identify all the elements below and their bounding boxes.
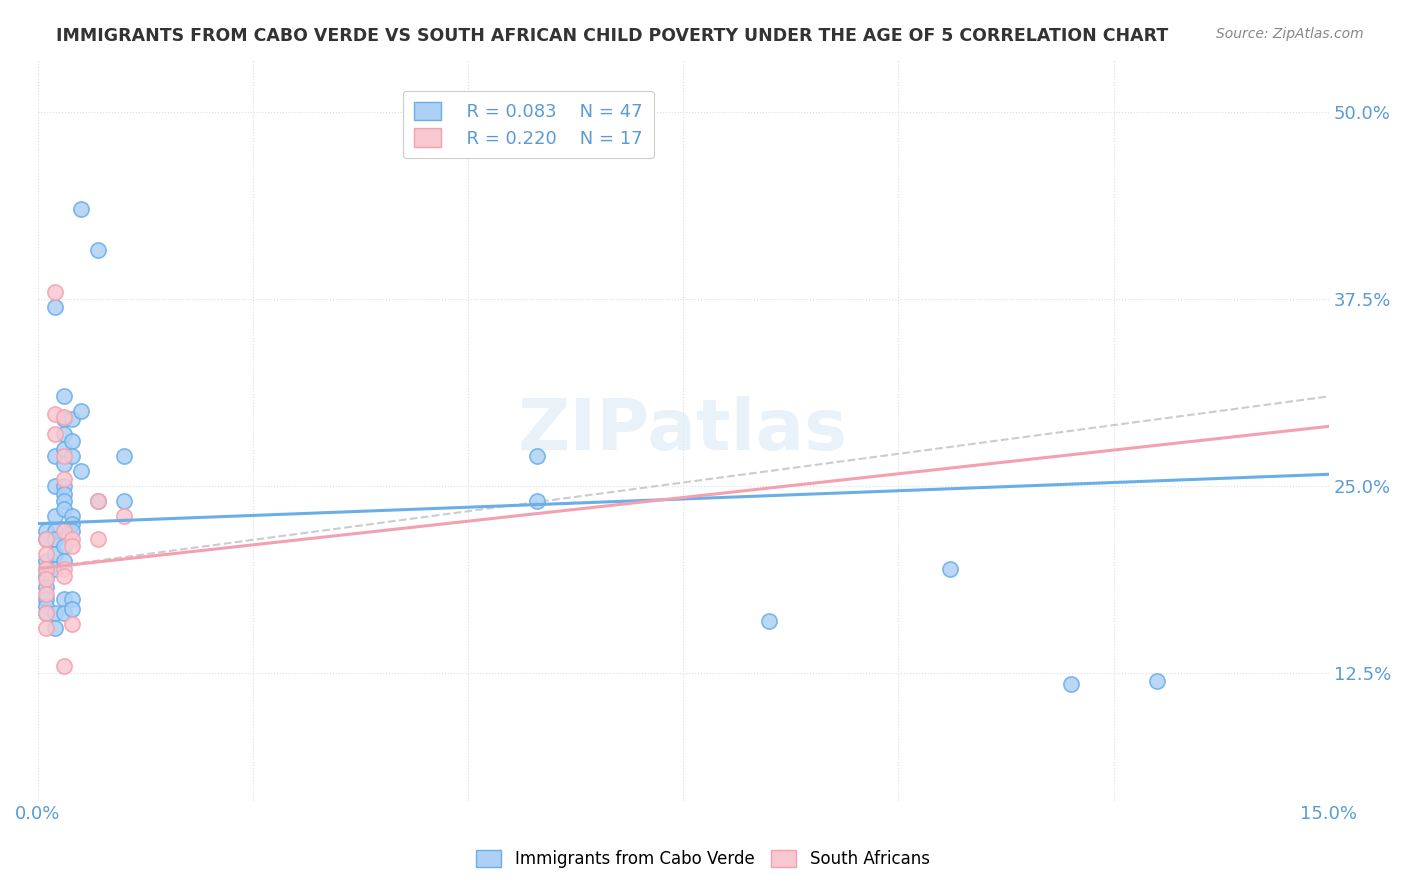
Point [35, 572, 58, 586]
Point [1146, 673, 1168, 688]
Point [52, 410, 75, 425]
Point [52, 539, 75, 553]
Point [52, 479, 75, 493]
Point [52, 472, 75, 486]
Point [52, 607, 75, 621]
Point [52, 442, 75, 456]
Point [60, 516, 83, 531]
Point [44, 532, 66, 546]
Point [60, 591, 83, 606]
Point [1059, 677, 1081, 691]
Point [35, 599, 58, 613]
Point [35, 532, 58, 546]
Point [35, 622, 58, 636]
Point [35, 569, 58, 583]
Point [52, 450, 75, 464]
Point [52, 501, 75, 516]
Text: IMMIGRANTS FROM CABO VERDE VS SOUTH AFRICAN CHILD POVERTY UNDER THE AGE OF 5 COR: IMMIGRANTS FROM CABO VERDE VS SOUTH AFRI… [56, 27, 1168, 45]
Point [112, 494, 135, 508]
Point [526, 494, 548, 508]
Point [35, 561, 58, 575]
Point [60, 524, 83, 538]
Point [52, 426, 75, 441]
Point [35, 554, 58, 568]
Text: ZIPatlas: ZIPatlas [519, 396, 848, 465]
Point [52, 591, 75, 606]
Point [60, 532, 83, 546]
Point [52, 561, 75, 575]
Point [69, 464, 91, 478]
Point [69, 404, 91, 418]
Point [44, 285, 66, 299]
Point [52, 389, 75, 403]
Legend: Immigrants from Cabo Verde, South Africans: Immigrants from Cabo Verde, South Africa… [470, 843, 936, 875]
Point [87, 532, 110, 546]
Point [112, 509, 135, 524]
Point [60, 450, 83, 464]
Point [52, 569, 75, 583]
Point [87, 494, 110, 508]
Point [35, 547, 58, 561]
Point [526, 450, 548, 464]
Point [44, 450, 66, 464]
Point [44, 607, 66, 621]
Point [52, 487, 75, 501]
Text: Source: ZipAtlas.com: Source: ZipAtlas.com [1216, 27, 1364, 41]
Point [52, 524, 75, 538]
Point [52, 457, 75, 471]
Point [60, 434, 83, 449]
Point [35, 587, 58, 601]
Point [52, 659, 75, 673]
Point [44, 561, 66, 575]
Point [35, 591, 58, 606]
Point [44, 622, 66, 636]
Legend:   R = 0.083    N = 47,   R = 0.220    N = 17: R = 0.083 N = 47, R = 0.220 N = 17 [404, 91, 654, 159]
Point [60, 617, 83, 632]
Point [60, 509, 83, 524]
Point [44, 509, 66, 524]
Point [35, 580, 58, 594]
Point [112, 450, 135, 464]
Point [35, 607, 58, 621]
Point [52, 412, 75, 426]
Point [35, 607, 58, 621]
Point [939, 561, 962, 575]
Point [52, 494, 75, 508]
Point [87, 494, 110, 508]
Point [52, 554, 75, 568]
Point [87, 243, 110, 257]
Point [44, 547, 66, 561]
Point [60, 539, 83, 553]
Point [60, 412, 83, 426]
Point [758, 614, 780, 628]
Point [60, 602, 83, 616]
Point [35, 561, 58, 575]
Point [44, 426, 66, 441]
Point [44, 300, 66, 314]
Point [35, 532, 58, 546]
Point [44, 479, 66, 493]
Point [35, 524, 58, 538]
Point [44, 408, 66, 422]
Point [69, 202, 91, 217]
Point [44, 524, 66, 538]
